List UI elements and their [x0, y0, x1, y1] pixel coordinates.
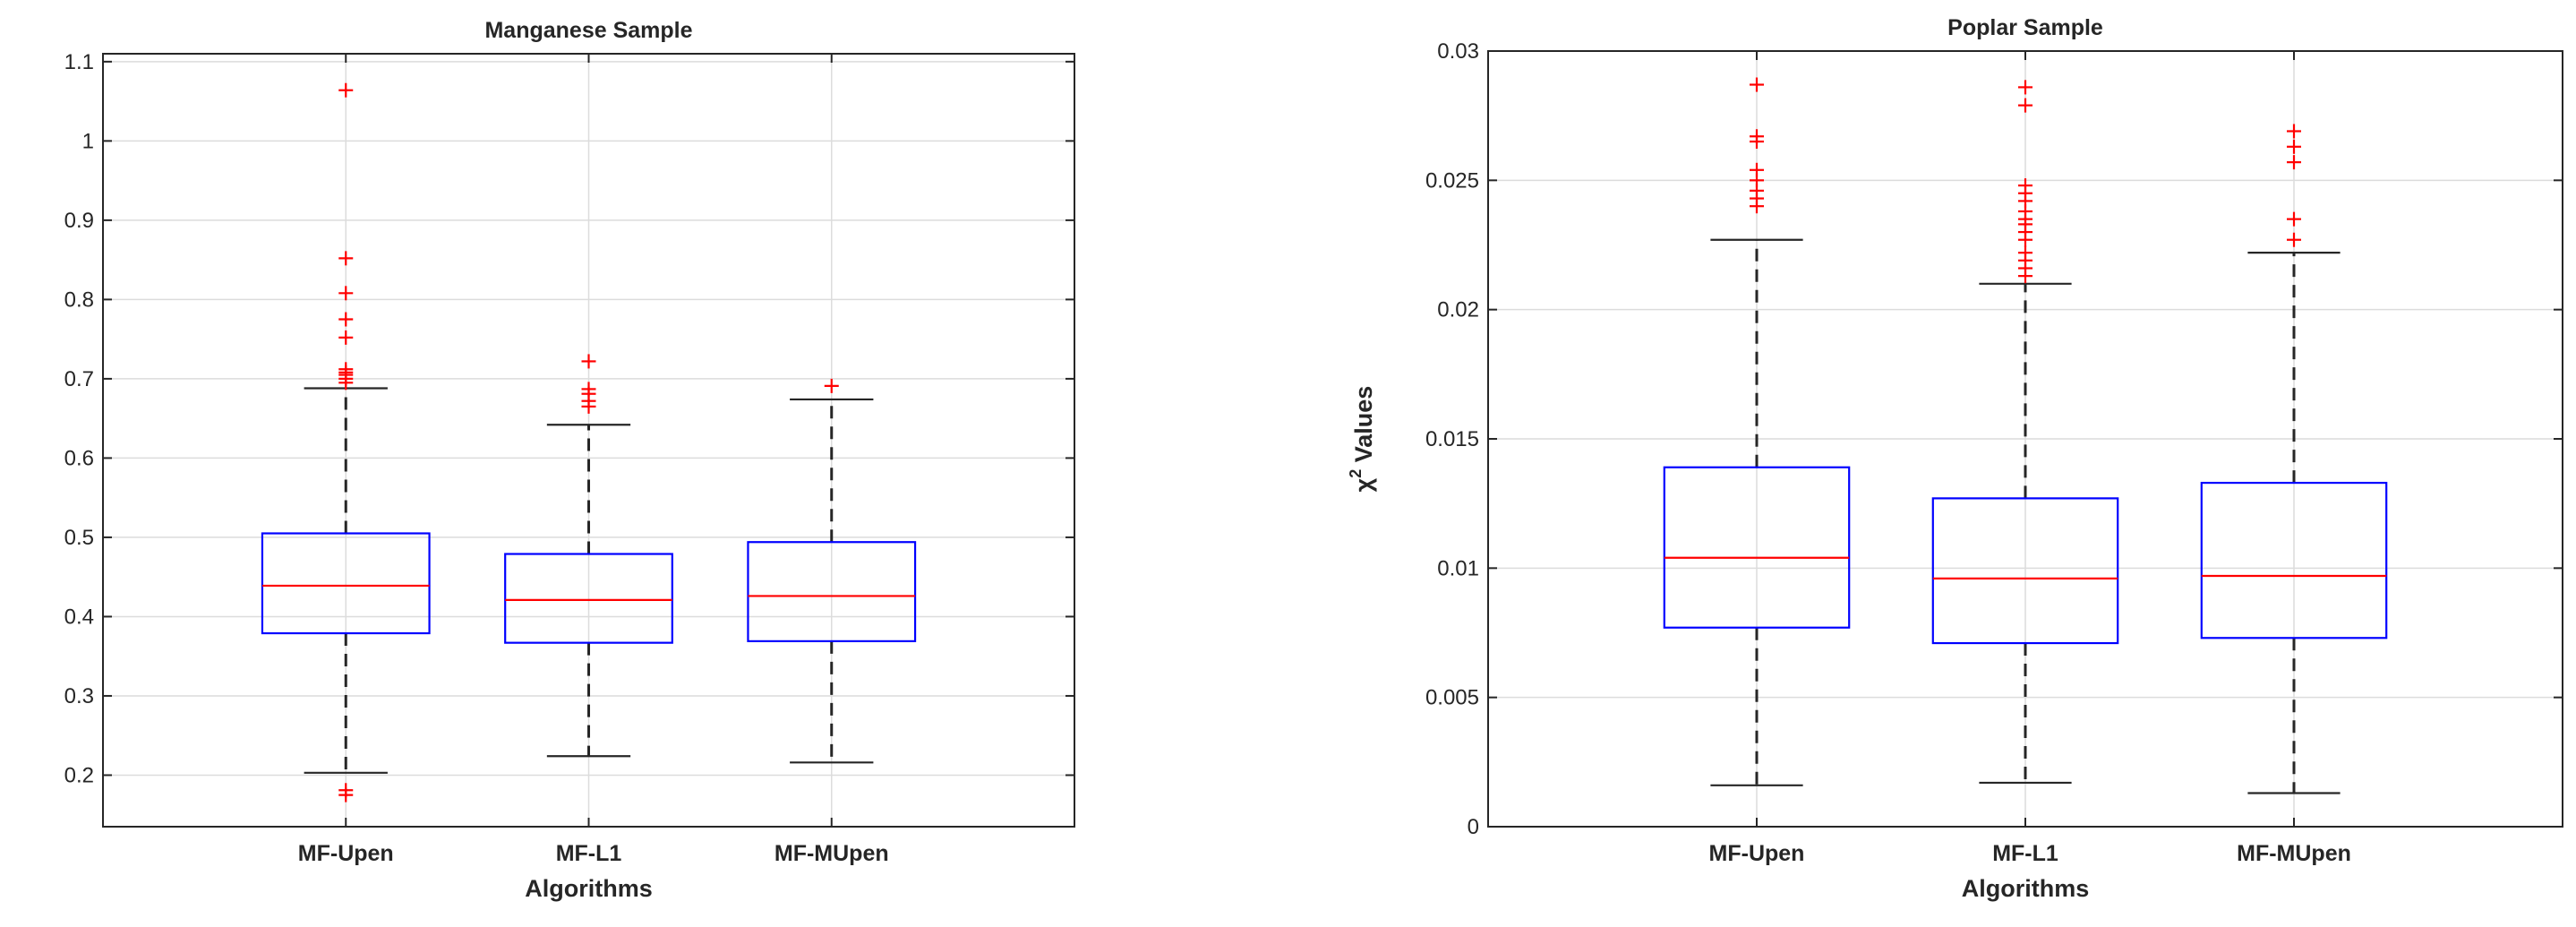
iqr-box	[2200, 481, 2388, 639]
outlier-point	[1750, 134, 1764, 150]
y-tick-label: 0.005	[1425, 686, 1479, 710]
y-tick-label: 0.025	[1425, 168, 1479, 193]
x-category-label: MF-MUpen	[2237, 841, 2351, 866]
iqr-box	[1931, 497, 2119, 645]
outlier-point	[2287, 139, 2301, 154]
y-tick-label: 0.015	[1425, 427, 1479, 451]
outlier-point	[1750, 199, 1764, 214]
x-category-label: MF-MUpen	[775, 841, 889, 866]
x-category-label: MF-L1	[1992, 841, 2058, 866]
iqr-box	[504, 553, 673, 644]
iqr-box	[261, 532, 431, 635]
x-category-label: MF-L1	[556, 841, 622, 866]
y-axis-label-sup: 2	[1347, 469, 1365, 478]
y-tick-label: 0.02	[1437, 298, 1479, 322]
x-category-label: MF-Upen	[298, 841, 394, 866]
outlier-point	[338, 286, 354, 301]
y-tick-label: 0.5	[64, 526, 94, 550]
chart-title: Manganese Sample	[484, 18, 692, 43]
iqr-box	[747, 541, 917, 642]
box-mf-upen	[261, 82, 431, 803]
y-tick-label: 0.8	[64, 288, 94, 312]
outlier-point	[338, 82, 354, 98]
chart-panel-1: 0.2 0.3 0.4 0.5 0.6 0.7 0.8 0.9 1 1.1 MF-Upen MF-L1…	[64, 18, 1075, 902]
box-mf-l1	[504, 354, 673, 758]
outlier-point	[2018, 98, 2033, 113]
outlier-point	[338, 251, 354, 266]
outlier-point	[338, 787, 354, 803]
y-axis-label-base: χ	[1350, 477, 1377, 492]
outlier-point	[2018, 269, 2033, 284]
box-mf-mupen	[747, 378, 917, 764]
y-tick-label: 0.4	[64, 605, 94, 629]
outlier-point	[2287, 124, 2301, 139]
iqr-box	[1663, 466, 1851, 629]
outlier-point	[2287, 155, 2301, 170]
outlier-point	[824, 378, 839, 393]
outlier-point	[2287, 211, 2301, 227]
y-tick-label: 0.3	[64, 684, 94, 708]
y-tick-label: 0.03	[1437, 39, 1479, 64]
box-mf-mupen	[2200, 124, 2388, 794]
outlier-point	[338, 375, 354, 391]
y-axis-label-rest: Values	[1350, 386, 1377, 469]
y-tick-label: 0.01	[1437, 556, 1479, 580]
outlier-point	[2018, 232, 2033, 247]
outlier-point	[1750, 77, 1764, 92]
x-axis-label: Algorithms	[1962, 875, 2090, 902]
y-tick-label: 0.2	[64, 763, 94, 787]
y-tick-label: 0.9	[64, 209, 94, 233]
y-axis-label: χ2 Values	[1347, 386, 1377, 493]
outlier-point	[338, 330, 354, 345]
chart-panel-2: 0 0.005 0.01 0.015 0.02 0.025 0.03 MF-Upen MF-L1…	[1347, 15, 2563, 902]
y-tick-label: 0	[1468, 815, 1479, 839]
y-tick-label: 0.7	[64, 367, 94, 391]
x-category-label: MF-Upen	[1709, 841, 1805, 866]
box-mf-upen	[1663, 77, 1851, 786]
x-axis-label: Algorithms	[525, 875, 653, 902]
y-tick-label: 0.6	[64, 446, 94, 470]
outlier-point	[581, 354, 596, 369]
chart-title: Poplar Sample	[1947, 15, 2103, 40]
box-mf-l1	[1931, 80, 2119, 785]
y-tick-label: 1.1	[64, 50, 94, 74]
outlier-point	[2018, 80, 2033, 95]
y-tick-label: 1	[82, 129, 94, 153]
outlier-point	[2287, 232, 2301, 247]
outlier-point	[338, 312, 354, 327]
outlier-point	[581, 399, 596, 414]
